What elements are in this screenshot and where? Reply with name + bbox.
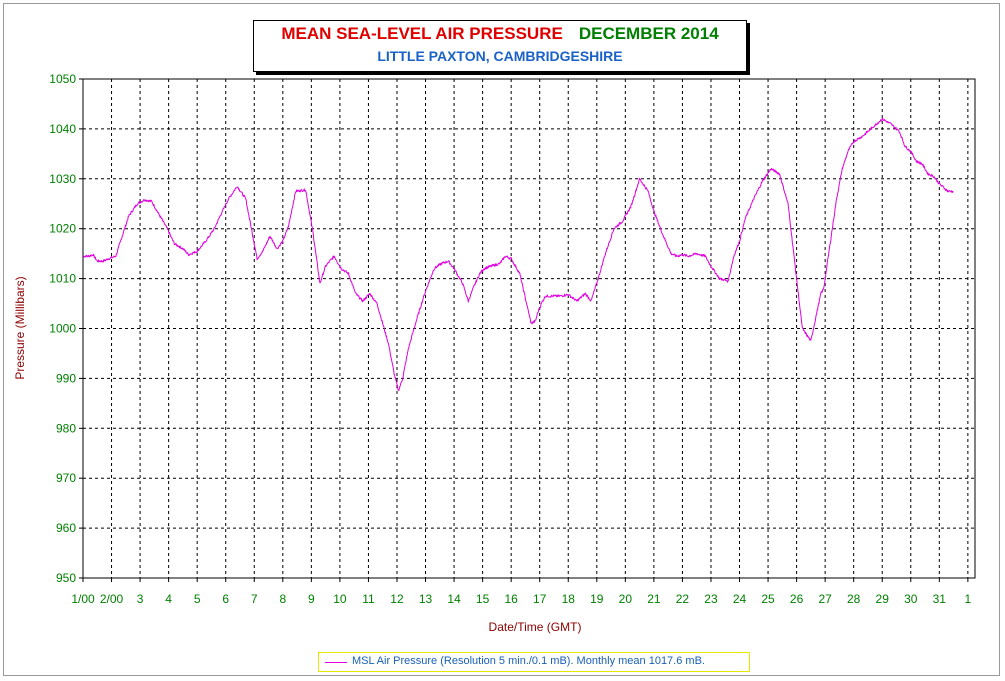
y-tick-label: 1010 bbox=[49, 272, 76, 286]
axis-ticks bbox=[79, 78, 969, 582]
x-tick-label: 4 bbox=[165, 592, 172, 606]
x-tick-label: 16 bbox=[504, 592, 518, 606]
x-tick-label: 24 bbox=[733, 592, 747, 606]
y-tick-label: 990 bbox=[56, 371, 76, 385]
x-tick-label: 31 bbox=[933, 592, 947, 606]
y-axis-tick-labels: 950 960 970 980 990 1000 1010 1020 1030 1040 1050 bbox=[49, 72, 76, 585]
x-tick-label: 21 bbox=[647, 592, 661, 606]
x-tick-label: 30 bbox=[904, 592, 918, 606]
chart-subtitle: LITTLE PAXTON, CAMBRIDGESHIRE bbox=[377, 48, 623, 64]
x-tick-label: 26 bbox=[790, 592, 804, 606]
grid-lines bbox=[83, 79, 975, 578]
legend-swatch bbox=[325, 662, 347, 663]
chart-title: MEAN SEA-LEVEL AIR PRESSURE DECEMBER 2014 bbox=[254, 24, 746, 44]
series-line-msl-pressure bbox=[82, 117, 954, 392]
y-tick-label: 970 bbox=[56, 471, 76, 485]
x-tick-label: 7 bbox=[251, 592, 258, 606]
chart-frame bbox=[3, 3, 1000, 676]
legend-entry: MSL Air Pressure (Resolution 5 min./0.1 … bbox=[352, 655, 705, 667]
x-tick-label: 25 bbox=[761, 592, 775, 606]
chart-title-main: MEAN SEA-LEVEL AIR PRESSURE bbox=[281, 24, 563, 43]
x-tick-label: 23 bbox=[704, 592, 718, 606]
x-tick-label: 5 bbox=[194, 592, 201, 606]
x-tick-label: 17 bbox=[533, 592, 547, 606]
x-tick-label: 20 bbox=[619, 592, 633, 606]
y-tick-label: 1050 bbox=[49, 72, 76, 86]
x-tick-label: 14 bbox=[447, 592, 461, 606]
x-tick-label: 27 bbox=[818, 592, 832, 606]
x-axis-title: Date/Time (GMT) bbox=[489, 620, 582, 634]
x-tick-label: 19 bbox=[590, 592, 604, 606]
x-tick-label: 1 bbox=[965, 592, 972, 606]
y-tick-label: 1030 bbox=[49, 172, 76, 186]
x-tick-label: 6 bbox=[222, 592, 229, 606]
x-axis-tick-labels: 1/00 2/00 3 4 5 6 7 8 9 10 11 12 13 14 15 16 17 18 19 20 21 2… bbox=[71, 592, 971, 606]
x-tick-label: 1/00 bbox=[71, 592, 95, 606]
legend: MSL Air Pressure (Resolution 5 min./0.1 … bbox=[318, 652, 750, 672]
x-tick-label: 13 bbox=[419, 592, 433, 606]
x-tick-label: 9 bbox=[308, 592, 315, 606]
y-tick-label: 960 bbox=[56, 521, 76, 535]
x-tick-label: 15 bbox=[476, 592, 490, 606]
y-tick-label: 1000 bbox=[49, 322, 76, 336]
y-tick-label: 950 bbox=[56, 571, 76, 585]
x-tick-label: 29 bbox=[876, 592, 890, 606]
x-tick-label: 2/00 bbox=[100, 592, 124, 606]
x-tick-label: 3 bbox=[137, 592, 144, 606]
y-tick-label: 1020 bbox=[49, 222, 76, 236]
x-tick-label: 12 bbox=[390, 592, 404, 606]
x-tick-label: 8 bbox=[279, 592, 286, 606]
chart-title-period: DECEMBER 2014 bbox=[578, 24, 719, 43]
x-tick-label: 28 bbox=[847, 592, 861, 606]
y-tick-label: 1040 bbox=[49, 122, 76, 136]
x-tick-label: 22 bbox=[676, 592, 690, 606]
y-tick-label: 980 bbox=[56, 421, 76, 435]
chart-title-box: MEAN SEA-LEVEL AIR PRESSURE DECEMBER 2014… bbox=[253, 20, 747, 72]
x-tick-label: 10 bbox=[333, 592, 347, 606]
x-tick-label: 11 bbox=[362, 592, 375, 606]
x-tick-label: 18 bbox=[562, 592, 576, 606]
y-axis-title: Pressure (Millibars) bbox=[13, 276, 27, 379]
